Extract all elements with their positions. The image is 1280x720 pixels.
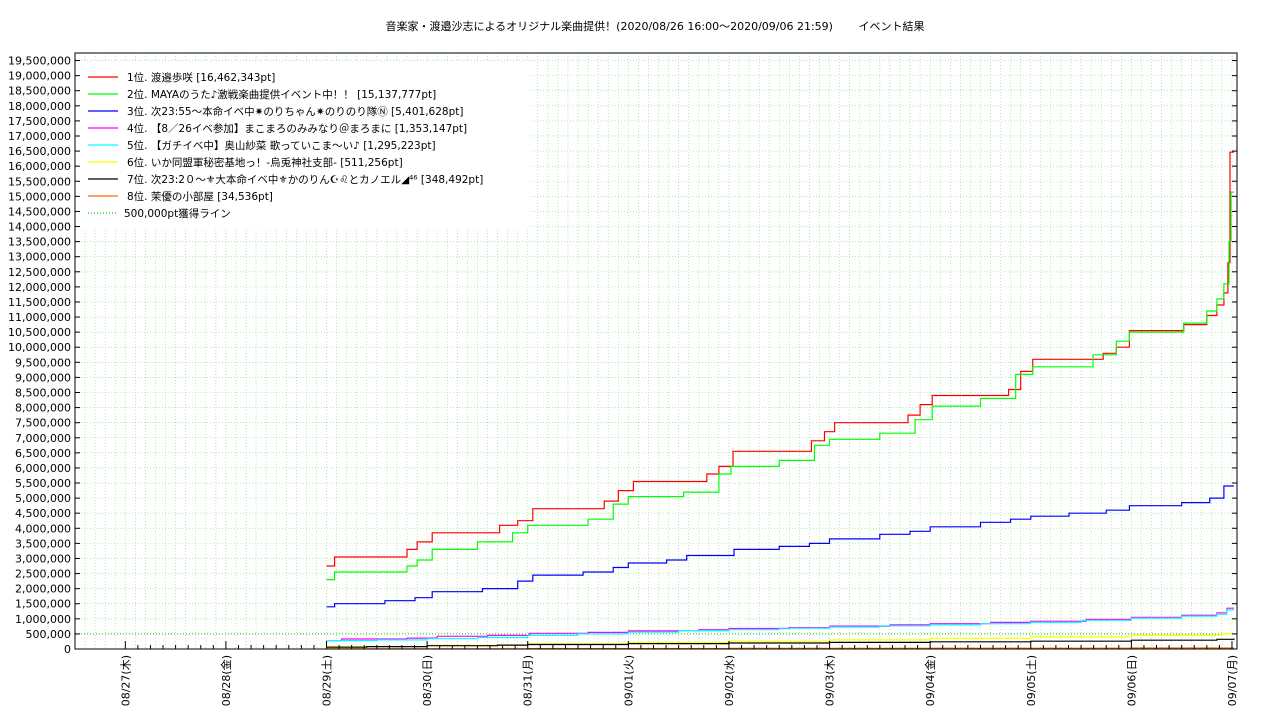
legend-label-7: 7位. 次23:2０～⚜大本命イベ中⚜かのりん☪♌とカノエル◢⁴⁶ [348,4…: [127, 173, 483, 186]
y-tick-label: 8,000,000: [15, 402, 71, 415]
axis-layer: 0 500,000 1,000,000 1,500,000 2,000,000 2,500…: [8, 52, 1239, 706]
x-tick-label: 09/06(日): [1125, 655, 1138, 706]
y-tick-label: 4,000,000: [15, 522, 71, 535]
x-tick-label: 09/05(土): [1025, 655, 1038, 706]
chart-title: 音楽家・渡邉沙志によるオリジナル楽曲提供！(2020/08/26 16:00～2…: [385, 20, 925, 33]
y-tick-label: 8,500,000: [15, 386, 71, 399]
series-line-3: [326, 485, 1234, 608]
y-tick-label: 12,000,000: [8, 281, 71, 294]
y-tick-label: 5,500,000: [15, 477, 71, 490]
legend-label-1: 1位. 渡邉歩咲 [16,462,343pt]: [127, 71, 275, 84]
y-tick-label: 3,000,000: [15, 552, 71, 565]
y-tick-label: 6,000,000: [15, 462, 71, 475]
y-tick-label: 7,500,000: [15, 417, 71, 430]
legend-label-6: 6位. いか同盟軍秘密基地っ！-烏兎神社支部- [511,256pt]: [127, 156, 403, 169]
legend: 1位. 渡邉歩咲 [16,462,343pt] 2位. MAYAのうた♪激戦楽曲提…: [80, 62, 530, 228]
y-tick-label: 11,000,000: [8, 311, 71, 324]
x-tick-label: 08/30(日): [421, 655, 434, 706]
x-tick-label: 08/31(月): [522, 655, 535, 706]
y-tick-label: 15,000,000: [8, 190, 71, 203]
series-line-5: [326, 609, 1234, 642]
x-tick-label: 08/28(金): [219, 655, 233, 706]
y-tick-label: 17,000,000: [8, 130, 71, 143]
legend-label-2: 2位. MAYAのうた♪激戦楽曲提供イベント中！！ [15,137,777pt]: [127, 88, 436, 101]
y-tick-label: 5,000,000: [15, 492, 71, 505]
y-tick-label: 3,500,000: [15, 537, 71, 550]
series-line-2: [326, 191, 1234, 581]
x-tick-label: 09/01(火): [622, 655, 635, 706]
y-tick-label: 9,000,000: [15, 371, 71, 384]
y-tick-label: 12,500,000: [8, 266, 71, 279]
y-tick-label: 13,000,000: [8, 251, 71, 264]
y-tick-label: 10,000,000: [8, 341, 71, 354]
legend-label-5: 5位. 【ガチイベ中】奥山紗菜 歌っていこま～い♪ [1,295,223pt]: [127, 139, 436, 152]
y-tick-label: 14,000,000: [8, 221, 71, 234]
y-tick-label: 11,500,000: [8, 296, 71, 309]
y-tick-label: 13,500,000: [8, 236, 71, 249]
legend-label-8: 8位. 茉優の小部屋 [34,536pt]: [127, 190, 273, 203]
y-tick-label: 6,500,000: [15, 447, 71, 460]
y-tick-label: 17,500,000: [8, 115, 71, 128]
y-tick-label: 2,000,000: [15, 583, 71, 596]
y-tick-label: 19,500,000: [8, 55, 71, 68]
y-tick-label: 7,000,000: [15, 432, 71, 445]
x-tick-label: 09/02(水): [723, 655, 736, 706]
y-tick-label: 1,000,000: [15, 613, 71, 626]
legend-label-4: 4位. 【8／26イベ参加】まこまろのみみなり＠まろまに [1,353,147p…: [127, 122, 467, 135]
y-tick-label: 16,000,000: [8, 160, 71, 173]
y-tick-label: 19,000,000: [8, 70, 71, 83]
x-tick-label: 09/04(金): [923, 655, 937, 706]
y-tick-label: 18,500,000: [8, 85, 71, 98]
x-tick-label: 08/27(木): [119, 655, 132, 706]
series-line-4: [326, 607, 1234, 642]
y-tick-label: 0: [64, 643, 71, 656]
y-tick-label: 9,500,000: [15, 356, 71, 369]
y-tick-label: 2,500,000: [15, 568, 71, 581]
legend-label-3: 3位. 次23:55～本命イベ中✷のりちゃん✷のりのり隊Ⓝ [5,401,628…: [127, 105, 463, 118]
y-tick-label: 4,500,000: [15, 507, 71, 520]
x-tick-label: 08/29(土): [321, 655, 334, 706]
series-line-1: [326, 151, 1234, 567]
y-tick-label: 500,000: [26, 628, 72, 641]
y-tick-label: 16,500,000: [8, 145, 71, 158]
y-tick-label: 10,500,000: [8, 326, 71, 339]
x-tick-label: 09/03(木): [824, 655, 837, 706]
y-tick-label: 14,500,000: [8, 205, 71, 218]
legend-box: [80, 62, 530, 228]
plot-frame: [74, 52, 1238, 650]
x-tick-label: 09/07(月): [1226, 655, 1239, 706]
y-tick-label: 18,000,000: [8, 100, 71, 113]
y-tick-label: 15,500,000: [8, 175, 71, 188]
y-tick-label: 1,500,000: [15, 598, 71, 611]
legend-label-9: 500,000pt獲得ライン: [124, 207, 231, 220]
